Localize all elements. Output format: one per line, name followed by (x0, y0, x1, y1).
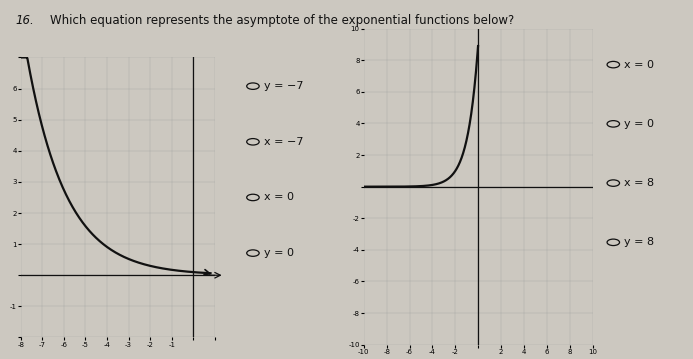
Text: x = 8: x = 8 (624, 178, 654, 188)
Text: y = 8: y = 8 (624, 237, 654, 247)
Text: x = 0: x = 0 (624, 60, 654, 70)
Text: x = 0: x = 0 (264, 192, 294, 202)
Text: y = −7: y = −7 (264, 81, 304, 91)
Text: y = 0: y = 0 (264, 248, 294, 258)
Text: y = 0: y = 0 (624, 119, 654, 129)
Text: x = −7: x = −7 (264, 137, 304, 147)
Text: 16.: 16. (15, 14, 34, 27)
Text: Which equation represents the asymptote of the exponential functions below?: Which equation represents the asymptote … (50, 14, 514, 27)
